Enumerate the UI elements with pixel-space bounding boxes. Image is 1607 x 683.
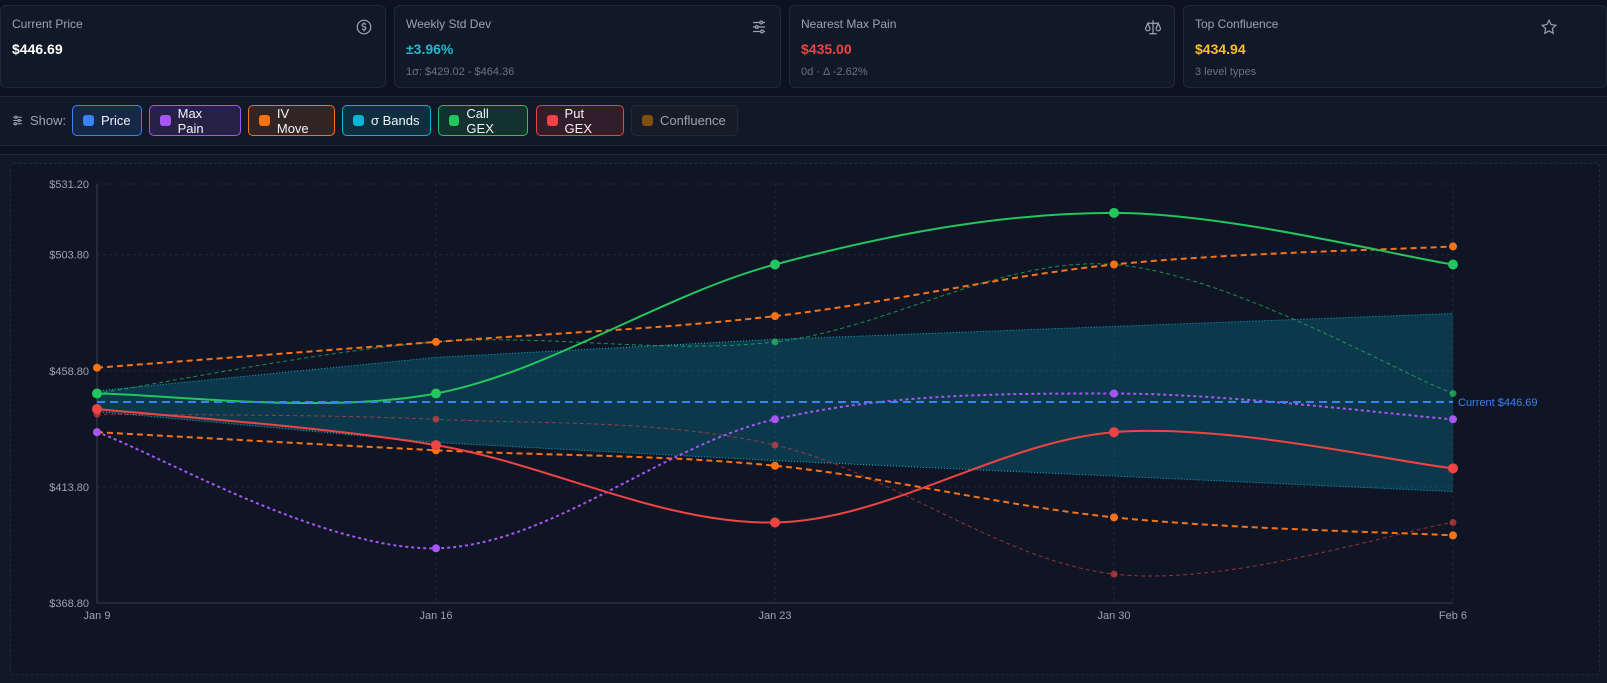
call_gex_secondary-point — [1449, 390, 1457, 397]
toggle-max-pain[interactable]: Max Pain — [149, 105, 241, 136]
chart-panel — [0, 154, 1607, 683]
put_gex_secondary-point — [1449, 519, 1457, 527]
y-tick-label: $531.20 — [49, 179, 89, 191]
put_gex_secondary-point — [1110, 570, 1118, 578]
swatch — [449, 115, 460, 126]
toggle-label: Max Pain — [177, 105, 204, 136]
top-confluence-card: Top Confluence $434.94 3 level types — [1183, 5, 1607, 88]
toggle-iv-move[interactable]: IV Move — [248, 105, 335, 136]
max_pain-point — [432, 544, 440, 553]
toggle-label: Price — [101, 113, 131, 128]
iv_upper-point — [432, 337, 440, 346]
card-value: $434.94 — [1195, 41, 1246, 57]
iv_upper-point — [93, 363, 101, 372]
y-tick-label: $503.80 — [49, 250, 89, 262]
card-sub: 3 level types — [1195, 66, 1257, 78]
max_pain-point — [771, 415, 779, 424]
summary-cards: Current Price $446.69 Weekly Std Dev ±3.… — [0, 0, 1607, 88]
y-tick-label: $413.80 — [49, 482, 89, 494]
scale-icon — [1144, 18, 1162, 36]
y-tick-label: $458.80 — [49, 366, 89, 378]
iv_upper-point — [1449, 242, 1457, 251]
card-sub: 1σ: $429.02 - $464.36 — [406, 66, 515, 78]
card-label: Current Price — [12, 17, 83, 31]
iv_lower-point — [1110, 513, 1118, 522]
put_gex-point — [770, 517, 780, 528]
call_gex_secondary-point — [771, 338, 779, 346]
call_gex-point — [1109, 207, 1119, 218]
call_gex-point — [431, 388, 441, 399]
toggle-price[interactable]: Price — [72, 105, 142, 136]
toggle-sigma-bands[interactable]: σ Bands — [342, 105, 431, 136]
iv_lower-point — [771, 461, 779, 470]
current-price-label: Current $446.69 — [1458, 397, 1538, 409]
card-value: $435.00 — [801, 41, 852, 57]
swatch — [642, 115, 653, 126]
toggle-label: Confluence — [660, 113, 726, 128]
card-sub: 0d · Δ -2.62% — [801, 66, 868, 78]
max_pain-point — [1449, 415, 1457, 424]
put_gex-point — [431, 440, 441, 451]
card-label: Nearest Max Pain — [801, 17, 897, 31]
swatch — [83, 115, 94, 126]
dollar-circle-icon — [355, 18, 373, 36]
swatch — [547, 115, 558, 126]
max_pain-point — [93, 428, 101, 437]
series-toolbar: Show: Price Max Pain IV Move σ Bands Cal… — [0, 96, 1607, 146]
swatch — [259, 115, 270, 126]
card-label: Top Confluence — [1195, 17, 1279, 31]
put_gex-point — [1109, 427, 1119, 438]
iv_upper-point — [771, 312, 779, 321]
chart-frame — [10, 163, 1600, 675]
swatch — [353, 115, 364, 126]
toggle-label: Put GEX — [564, 105, 593, 136]
x-tick-label: Jan 9 — [84, 610, 111, 622]
x-tick-label: Jan 23 — [758, 610, 791, 622]
x-tick-label: Jan 30 — [1097, 610, 1130, 622]
toggle-label: σ Bands — [371, 113, 420, 128]
y-tick-label: $368.80 — [49, 598, 89, 610]
call_gex-point — [1448, 259, 1458, 270]
nearest-max-pain-card: Nearest Max Pain $435.00 0d · Δ -2.62% — [789, 5, 1175, 88]
filter-icon — [13, 115, 22, 126]
card-value: $446.69 — [12, 41, 63, 57]
x-tick-label: Feb 6 — [1439, 610, 1467, 622]
toggle-confluence[interactable]: Confluence — [631, 105, 738, 136]
card-label: Weekly Std Dev — [406, 17, 492, 31]
max_pain-point — [1110, 389, 1118, 398]
iv_lower-point — [1449, 531, 1457, 540]
x-tick-label: Jan 16 — [419, 610, 452, 622]
call_gex-point — [92, 388, 102, 399]
put_gex-point — [1448, 463, 1458, 474]
current-price-card: Current Price $446.69 — [0, 5, 386, 88]
toggle-label: IV Move — [276, 105, 309, 136]
show-label-text: Show: — [30, 113, 67, 128]
toggle-put-gex[interactable]: Put GEX — [536, 105, 624, 136]
iv_lower-line — [96, 431, 1454, 537]
sliders-icon — [750, 18, 768, 36]
put_gex_secondary-point — [432, 415, 440, 423]
toggle-label: Call GEX — [466, 105, 494, 136]
iv_upper-line — [96, 245, 1454, 369]
weekly-std-dev-card: Weekly Std Dev ±3.96% 1σ: $429.02 - $464… — [394, 5, 781, 88]
put_gex_secondary-point — [771, 441, 779, 449]
show-label: Show: — [11, 113, 66, 128]
iv_upper-point — [1110, 260, 1118, 269]
star-icon — [1540, 18, 1558, 36]
toggle-call-gex[interactable]: Call GEX — [438, 105, 528, 136]
max_pain-line — [96, 392, 1454, 550]
card-value: ±3.96% — [406, 41, 454, 57]
swatch — [160, 115, 171, 126]
put_gex-point — [92, 403, 102, 414]
call_gex-point — [770, 259, 780, 270]
